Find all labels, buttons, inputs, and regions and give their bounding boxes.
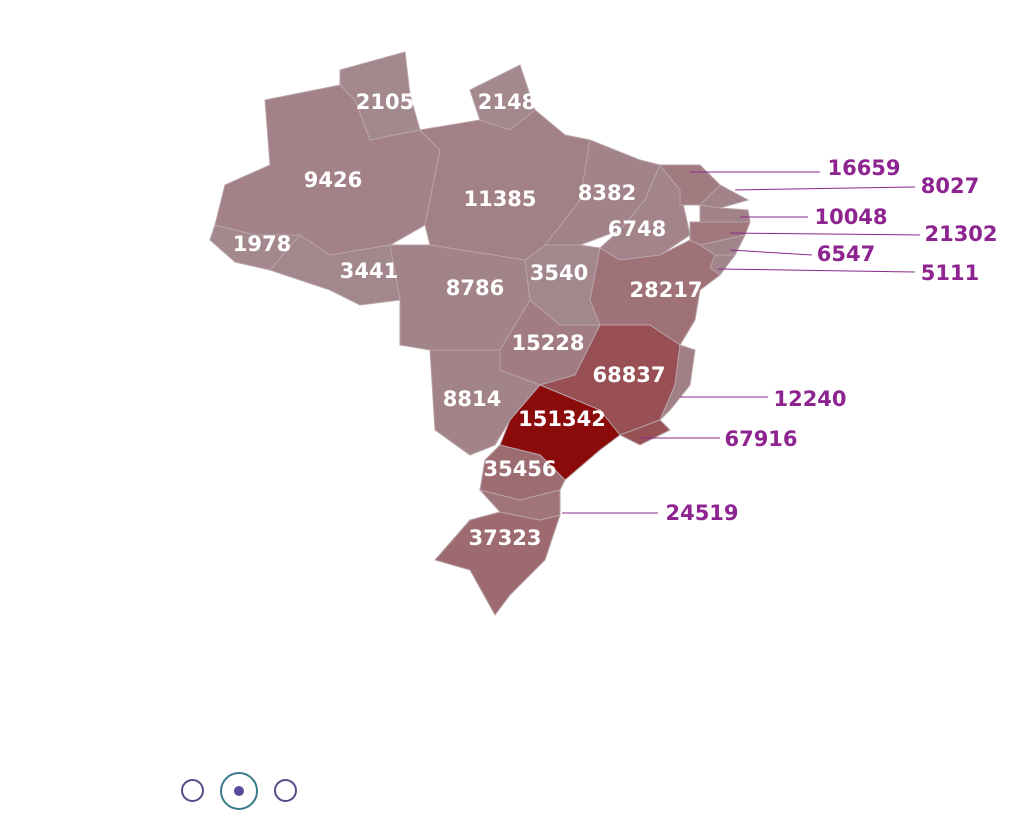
region-label: 6748: [608, 217, 666, 241]
callout-label: 67916: [724, 427, 797, 451]
region-label: 2105: [356, 90, 414, 114]
region-label: 8814: [443, 387, 501, 411]
callout-label: 12240: [773, 387, 846, 411]
map: 2105 2148 9426 11385 8382 6748 1978 3441 8786 354…: [209, 51, 998, 616]
region-label: 8786: [446, 276, 504, 300]
region: [709, 254, 736, 276]
region-label: 3540: [530, 261, 588, 285]
region: [478, 489, 561, 521]
carousel-dot[interactable]: [274, 779, 297, 802]
region-label: 15228: [511, 331, 584, 355]
region-label: 37323: [468, 526, 541, 550]
region-label: 1978: [233, 232, 291, 256]
callout-line: [734, 186, 916, 191]
region-label: 2148: [478, 90, 536, 114]
callout-label: 16659: [827, 156, 900, 180]
callout-label: 8027: [921, 174, 979, 198]
callout-line: [729, 232, 921, 236]
region: [659, 344, 696, 421]
callout-line: [729, 249, 813, 256]
carousel-dot-active[interactable]: [220, 772, 258, 810]
region-label: 151342: [518, 407, 606, 431]
region-label: 11385: [463, 187, 536, 211]
callout-label: 5111: [921, 261, 979, 285]
active-indicator: [234, 786, 244, 796]
region-label: 9426: [304, 168, 362, 192]
region: [618, 419, 671, 446]
callout-label: 10048: [814, 205, 887, 229]
region: [269, 234, 401, 306]
carousel-dot[interactable]: [181, 779, 204, 802]
region-label: 35456: [483, 457, 556, 481]
region: [699, 204, 751, 223]
region-label: 28217: [629, 278, 702, 302]
callout-label: 21302: [924, 222, 997, 246]
callout-line: [717, 268, 916, 273]
callout-label: 24519: [665, 501, 738, 525]
region-label: 3441: [340, 259, 398, 283]
region-label: 68837: [592, 363, 665, 387]
callout-label: 6547: [817, 242, 875, 266]
region-label: 8382: [578, 181, 636, 205]
